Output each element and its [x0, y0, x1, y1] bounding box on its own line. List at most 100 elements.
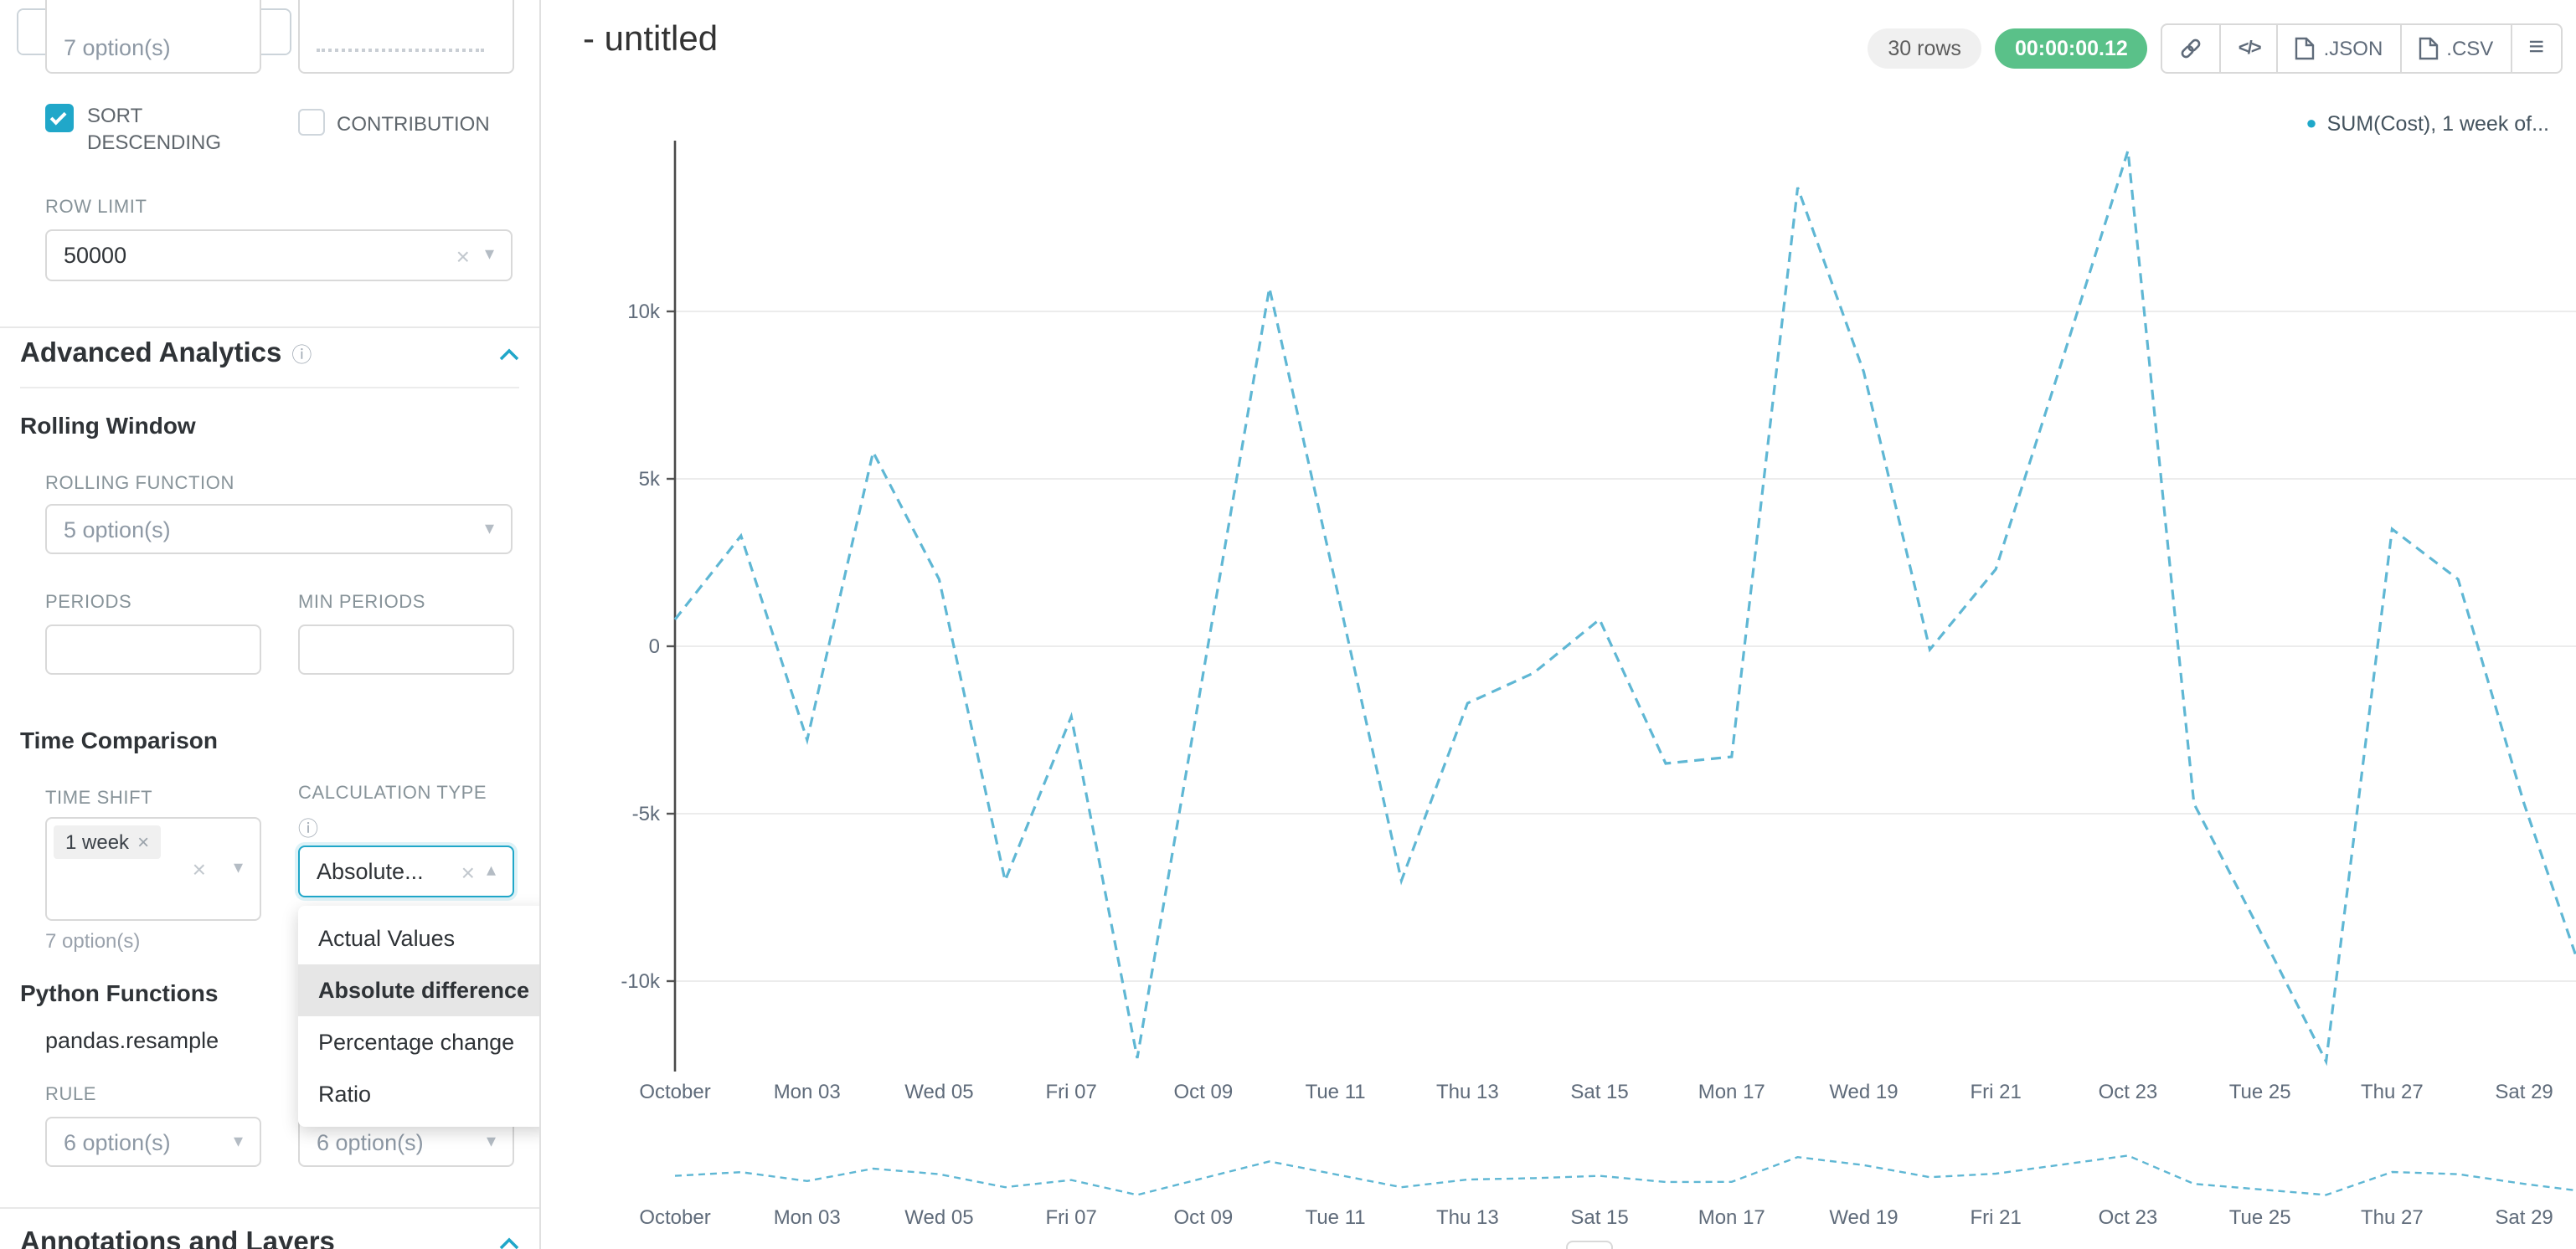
info-icon: ⓘ — [291, 343, 312, 367]
dropdown-option-actual-values[interactable]: Actual Values — [318, 926, 456, 951]
svg-text:Fri 07: Fri 07 — [1045, 1081, 1096, 1103]
min-periods-input[interactable] — [298, 624, 514, 675]
calculation-type-value: Absolute... — [317, 859, 424, 884]
calculation-type-dropdown-menu: Actual Values Absolute difference Percen… — [298, 906, 539, 1127]
chart-legend[interactable]: ● SUM(Cost), 1 week of... — [2306, 112, 2549, 136]
chevron-down-icon: ▾ — [486, 1131, 496, 1151]
rows-badge: 30 rows — [1868, 28, 1981, 69]
row-limit-label: ROW LIMIT — [45, 198, 147, 218]
clear-icon[interactable]: × — [461, 858, 475, 885]
header-divider — [20, 387, 519, 388]
row-limit-value: 50000 — [64, 243, 127, 268]
svg-text:Fri 21: Fri 21 — [1971, 1206, 2022, 1229]
svg-text:Oct 09: Oct 09 — [1174, 1206, 1234, 1229]
time-series-line-chart[interactable]: 10k 5k 0 -5k -10k October October Mon 03 Mon 03 W… — [553, 100, 2576, 1249]
python-functions-title: Python Functions — [20, 979, 219, 1006]
svg-text:5k: 5k — [639, 468, 661, 491]
clipped-select-right[interactable] — [298, 0, 514, 74]
svg-text:Tue 25: Tue 25 — [2229, 1206, 2291, 1229]
rolling-window-title: Rolling Window — [20, 412, 196, 439]
time-shift-multiselect[interactable]: 1 week × × ▾ — [45, 817, 261, 921]
clear-icon[interactable]: × — [456, 242, 470, 269]
svg-text:0: 0 — [649, 635, 660, 658]
time-comparison-title: Time Comparison — [20, 727, 218, 753]
dropdown-option-absolute-difference[interactable]: Absolute difference — [298, 964, 539, 1016]
info-icon: ⓘ — [298, 817, 319, 840]
svg-text:Wed 19: Wed 19 — [1829, 1206, 1898, 1229]
python-function-name: pandas.resample — [45, 1028, 219, 1053]
chart-menu-button[interactable]: ≡ — [2510, 23, 2563, 74]
svg-text:Sat 15: Sat 15 — [1570, 1206, 1628, 1229]
section-divider — [0, 1207, 539, 1209]
svg-text:-10k: -10k — [621, 970, 661, 993]
svg-text:Mon 17: Mon 17 — [1698, 1081, 1765, 1103]
chevron-down-icon: ▾ — [484, 518, 494, 538]
svg-text:Oct 23: Oct 23 — [2099, 1206, 2158, 1229]
svg-text:Fri 21: Fri 21 — [1971, 1081, 2022, 1103]
chevron-down-icon: ▾ — [233, 858, 243, 878]
svg-text:Tue 11: Tue 11 — [1306, 1206, 1366, 1229]
svg-text:Thu 13: Thu 13 — [1436, 1206, 1499, 1229]
chevron-up-icon[interactable] — [499, 1228, 519, 1249]
periods-input[interactable] — [45, 624, 261, 675]
view-query-button[interactable]: </> — [2219, 23, 2279, 74]
clipped-select-left[interactable]: 7 option(s) — [45, 0, 261, 74]
rule-label: RULE — [45, 1085, 97, 1105]
svg-text:10k: 10k — [627, 301, 661, 323]
svg-text:Tue 11: Tue 11 — [1306, 1081, 1366, 1103]
dropdown-option-percentage-change[interactable]: Percentage change — [318, 1030, 515, 1055]
svg-text:October: October — [639, 1206, 710, 1229]
export-json-label: .JSON — [2323, 37, 2383, 60]
svg-text:Sat 15: Sat 15 — [1570, 1081, 1628, 1103]
rule-select-value: 6 option(s) — [64, 1129, 171, 1154]
time-shift-label: TIME SHIFT — [45, 789, 153, 809]
clipped-bottom-element — [1566, 1241, 1613, 1249]
svg-text:Wed 05: Wed 05 — [904, 1206, 973, 1229]
svg-text:Mon 17: Mon 17 — [1698, 1206, 1765, 1229]
calculation-type-select[interactable]: Absolute... × ▴ — [298, 846, 514, 897]
sort-descending-checkbox[interactable] — [45, 104, 74, 132]
chart-controls-panel: RUN SAVE 7 option(s) SORT DESCENDING CON… — [0, 0, 541, 1249]
copy-link-button[interactable] — [2161, 23, 2222, 74]
time-shift-hint: 7 option(s) — [45, 929, 141, 953]
export-csv-button[interactable]: .CSV — [2399, 23, 2512, 74]
annotations-header[interactable]: Annotations and Layers — [20, 1227, 519, 1249]
advanced-analytics-title: Advanced Analytics — [20, 338, 282, 368]
export-json-button[interactable]: .JSON — [2276, 23, 2402, 74]
hamburger-icon: ≡ — [2528, 33, 2544, 62]
chevron-up-icon: ▴ — [486, 861, 496, 881]
link-icon — [2182, 39, 2202, 59]
time-shift-tag-label: 1 week — [65, 830, 130, 854]
svg-text:October: October — [639, 1081, 710, 1103]
clear-icon[interactable]: × — [192, 856, 206, 882]
chevron-down-icon: ▾ — [484, 244, 494, 265]
annotations-title: Annotations and Layers — [20, 1227, 335, 1249]
min-periods-label: MIN PERIODS — [298, 593, 426, 613]
rule-select[interactable]: 6 option(s) ▾ — [45, 1117, 261, 1167]
rolling-function-select[interactable]: 5 option(s) ▾ — [45, 504, 513, 554]
export-csv-label: .CSV — [2446, 37, 2494, 60]
dropdown-option-ratio[interactable]: Ratio — [318, 1082, 372, 1107]
svg-text:Wed 05: Wed 05 — [904, 1081, 973, 1103]
svg-text:Fri 07: Fri 07 — [1045, 1206, 1096, 1229]
chart-panel: - untitled 30 rows 00:00:00.12 </> .JSON… — [541, 0, 2576, 1249]
svg-text:Sat 29: Sat 29 — [2495, 1081, 2553, 1103]
page-title: - untitled — [583, 20, 719, 59]
contribution-checkbox[interactable] — [298, 109, 325, 136]
svg-text:Mon 03: Mon 03 — [774, 1206, 841, 1229]
checkmark-icon — [49, 108, 67, 126]
row-limit-select[interactable]: 50000 × ▾ — [45, 229, 513, 281]
calculation-type-label: CALCULATION TYPE — [298, 784, 487, 804]
file-icon — [2419, 37, 2438, 60]
rolling-function-value: 5 option(s) — [64, 517, 171, 542]
time-shift-tag[interactable]: 1 week × — [54, 825, 162, 859]
legend-series-label: SUM(Cost), 1 week of... — [2326, 112, 2549, 136]
svg-text:Thu 27: Thu 27 — [2361, 1206, 2424, 1229]
chevron-up-icon[interactable] — [499, 339, 519, 369]
tag-close-icon[interactable]: × — [137, 830, 150, 854]
rolling-function-label: ROLLING FUNCTION — [45, 474, 234, 494]
legend-dot-icon: ● — [2306, 113, 2317, 133]
advanced-analytics-header[interactable]: Advanced Analytics ⓘ — [20, 338, 519, 370]
svg-text:Wed 19: Wed 19 — [1829, 1081, 1898, 1103]
